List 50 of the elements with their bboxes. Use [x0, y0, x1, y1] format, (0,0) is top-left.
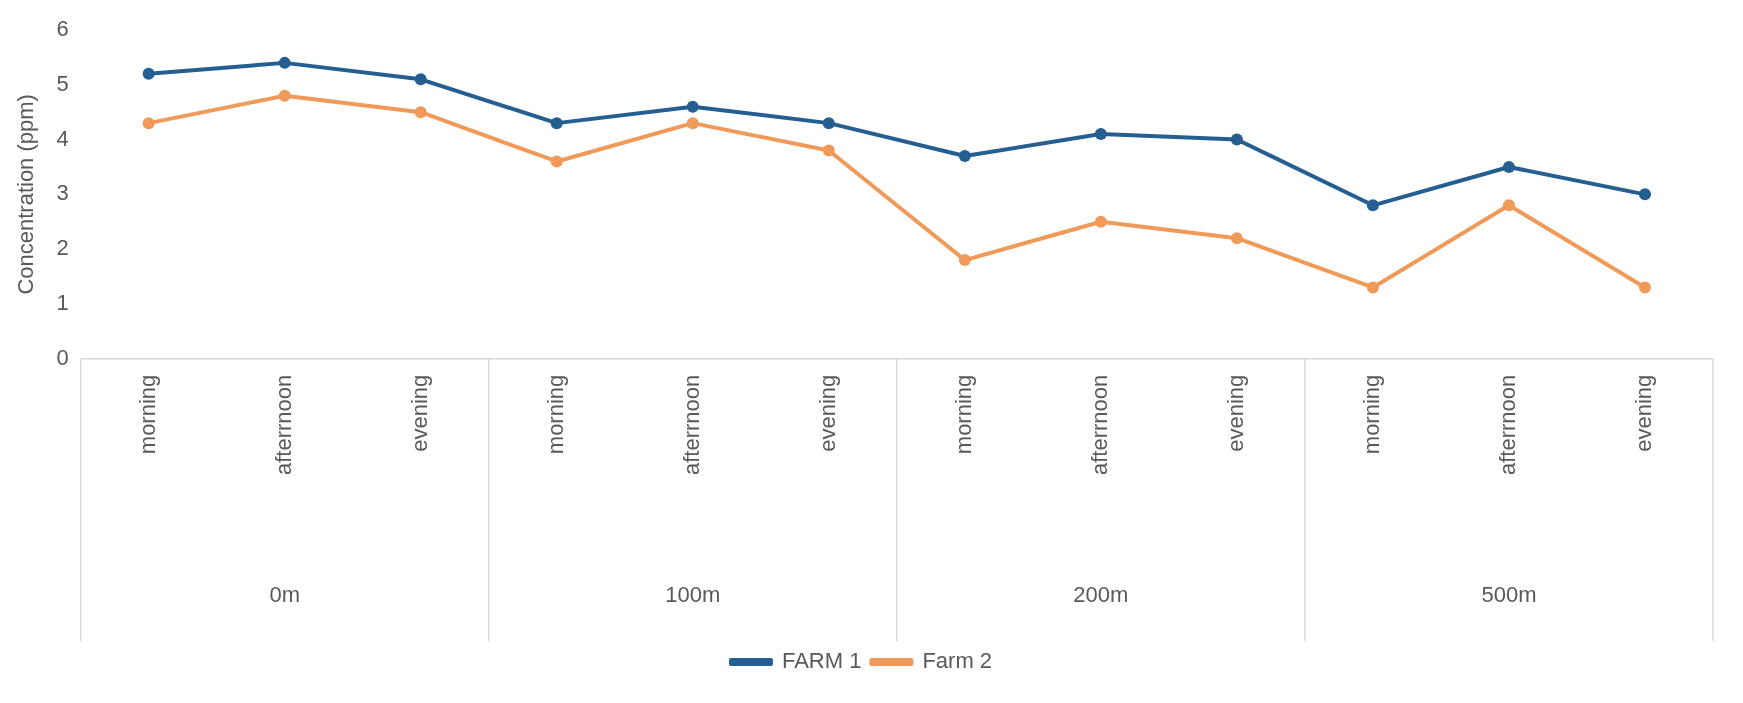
x-tick-label: evening [1631, 374, 1657, 452]
point [958, 150, 971, 163]
point [686, 117, 699, 130]
point [1094, 128, 1107, 141]
x-tick-label: afterrnoon [270, 374, 296, 476]
point [1502, 199, 1515, 212]
x-tick-label: evening [406, 374, 432, 452]
y-tick-label: 6 [56, 16, 69, 42]
point [1094, 215, 1107, 228]
y-tick-label: 1 [56, 289, 69, 315]
y-axis-title: Concentration (ppm) [13, 94, 39, 295]
point [1230, 232, 1243, 245]
point [1366, 281, 1379, 294]
y-tick-label: 0 [56, 344, 69, 370]
point [414, 73, 427, 86]
text: 200m [1073, 582, 1129, 608]
y-tick-label: 2 [56, 235, 69, 261]
text: 500m [1481, 582, 1537, 608]
legend-label: Farm 2 [922, 648, 993, 674]
y-tick-label: 3 [56, 180, 69, 206]
x-tick-label: morning [950, 374, 976, 455]
point [1502, 160, 1515, 173]
x-tick-label: afterrnoon [1495, 374, 1521, 476]
point [958, 254, 971, 267]
x-tick-label: afterrnoon [1086, 374, 1112, 476]
point [822, 117, 835, 130]
point [550, 155, 563, 168]
x-tick-label: morning [542, 374, 568, 455]
x-tick-label: morning [134, 374, 160, 455]
point [1230, 133, 1243, 146]
point [142, 117, 155, 130]
x-tick-label: evening [814, 374, 840, 452]
legend-label: FARM 1 [781, 648, 862, 674]
point [142, 67, 155, 80]
x-tick-label: evening [1222, 374, 1248, 452]
y-tick-label: 5 [56, 70, 69, 96]
point [414, 106, 427, 119]
point [550, 117, 563, 130]
point [278, 56, 291, 69]
text: 0m [269, 582, 300, 608]
point [1638, 281, 1651, 294]
point [686, 100, 699, 113]
point [1638, 188, 1651, 201]
x-tick-label: afterrnoon [678, 374, 704, 476]
point [278, 89, 291, 102]
point [822, 144, 835, 157]
point [1366, 199, 1379, 212]
text: 100m [665, 582, 721, 608]
y-tick-label: 4 [56, 125, 69, 151]
x-tick-label: morning [1358, 374, 1384, 455]
